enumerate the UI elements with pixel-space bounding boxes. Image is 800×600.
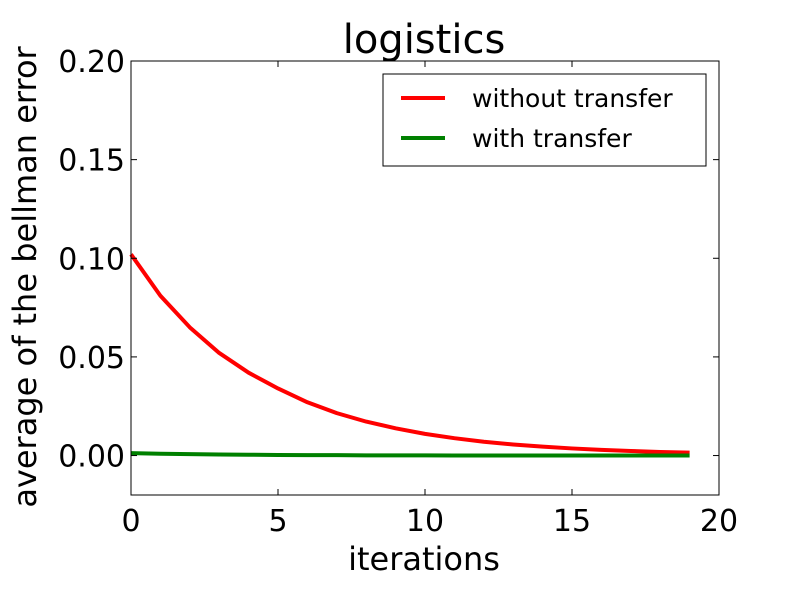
legend-label-1: with transfer: [472, 124, 632, 153]
x-tick-label: 10: [406, 504, 444, 539]
legend: without transfer with transfer: [382, 73, 707, 167]
x-axis-title: iterations: [348, 540, 500, 578]
chart-title: logistics: [343, 17, 506, 63]
y-tick-label: 0.00: [58, 440, 125, 475]
plot-area: 0 5 10 15 20 0.00 0.05 0.10 0.15 0.20: [58, 45, 738, 539]
y-tick-label: 0.05: [58, 341, 125, 376]
series-line-1: [130, 451, 690, 458]
y-tick-label: 0.15: [58, 144, 125, 179]
y-tick-label: 0.20: [58, 45, 125, 80]
series-line-0: [129, 253, 690, 455]
x-tick-label: 15: [553, 504, 591, 539]
x-tick-label: 5: [268, 504, 287, 539]
x-tick-label: 0: [121, 504, 140, 539]
legend-box: [382, 73, 707, 167]
y-tick-label: 0.10: [58, 242, 125, 277]
y-axis-title: average of the bellman error: [6, 45, 44, 507]
x-tick-label: 20: [700, 504, 738, 539]
legend-label-0: without transfer: [472, 84, 673, 113]
